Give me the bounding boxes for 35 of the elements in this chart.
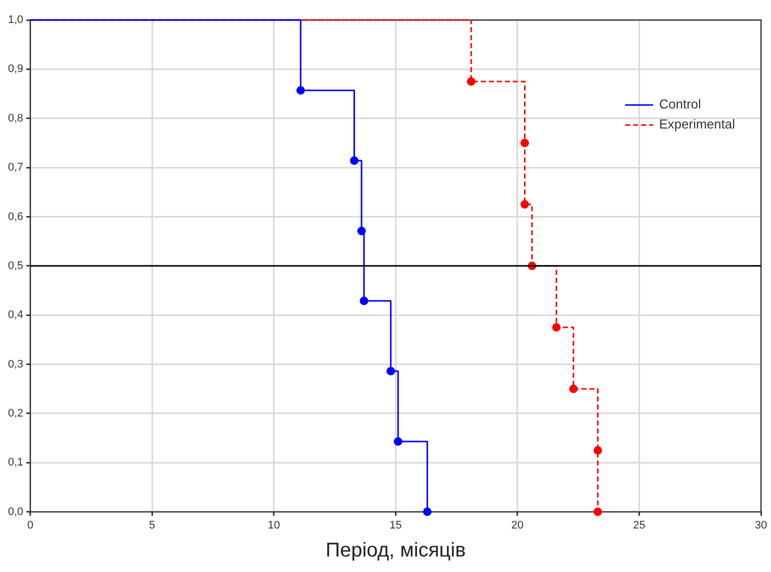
point xyxy=(357,226,366,236)
x-tick-label: 30 xyxy=(754,519,768,532)
y-tick-label: 0,2 xyxy=(8,407,24,420)
y-tick-label: 1,0 xyxy=(8,14,24,26)
point xyxy=(423,508,432,516)
y-tick-label: 0,4 xyxy=(8,309,24,322)
y-tick-label: 0,9 xyxy=(8,63,24,76)
y-tick-label: 0,3 xyxy=(8,358,24,370)
point xyxy=(350,156,358,165)
point xyxy=(594,508,602,516)
y-tick-label: 0,6 xyxy=(8,210,24,223)
y-tick-label: 0,1 xyxy=(8,456,24,469)
point xyxy=(552,323,561,332)
y-tick-label: 0,8 xyxy=(8,112,24,124)
x-tick-label: 20 xyxy=(511,519,524,532)
x-tick-label: 15 xyxy=(390,519,402,532)
point xyxy=(520,200,529,209)
point xyxy=(394,437,402,446)
x-tick-label: 5 xyxy=(149,519,156,532)
point xyxy=(569,384,578,394)
point xyxy=(594,446,602,455)
legend-label: Control xyxy=(659,96,702,112)
legend-label: Experimental xyxy=(659,116,736,132)
x-tick-label: 25 xyxy=(633,519,646,532)
point xyxy=(296,86,305,95)
x-axis-title: Період, місяців xyxy=(326,540,466,562)
x-tick-label: 0 xyxy=(27,519,34,532)
point xyxy=(386,366,396,376)
point xyxy=(520,138,529,148)
y-tick-label: 0,0 xyxy=(8,506,24,518)
y-tick-label: 0,5 xyxy=(8,260,24,272)
point xyxy=(360,296,368,306)
x-tick-label: 10 xyxy=(268,519,280,532)
point xyxy=(466,77,476,86)
y-tick-label: 0,7 xyxy=(8,162,24,174)
